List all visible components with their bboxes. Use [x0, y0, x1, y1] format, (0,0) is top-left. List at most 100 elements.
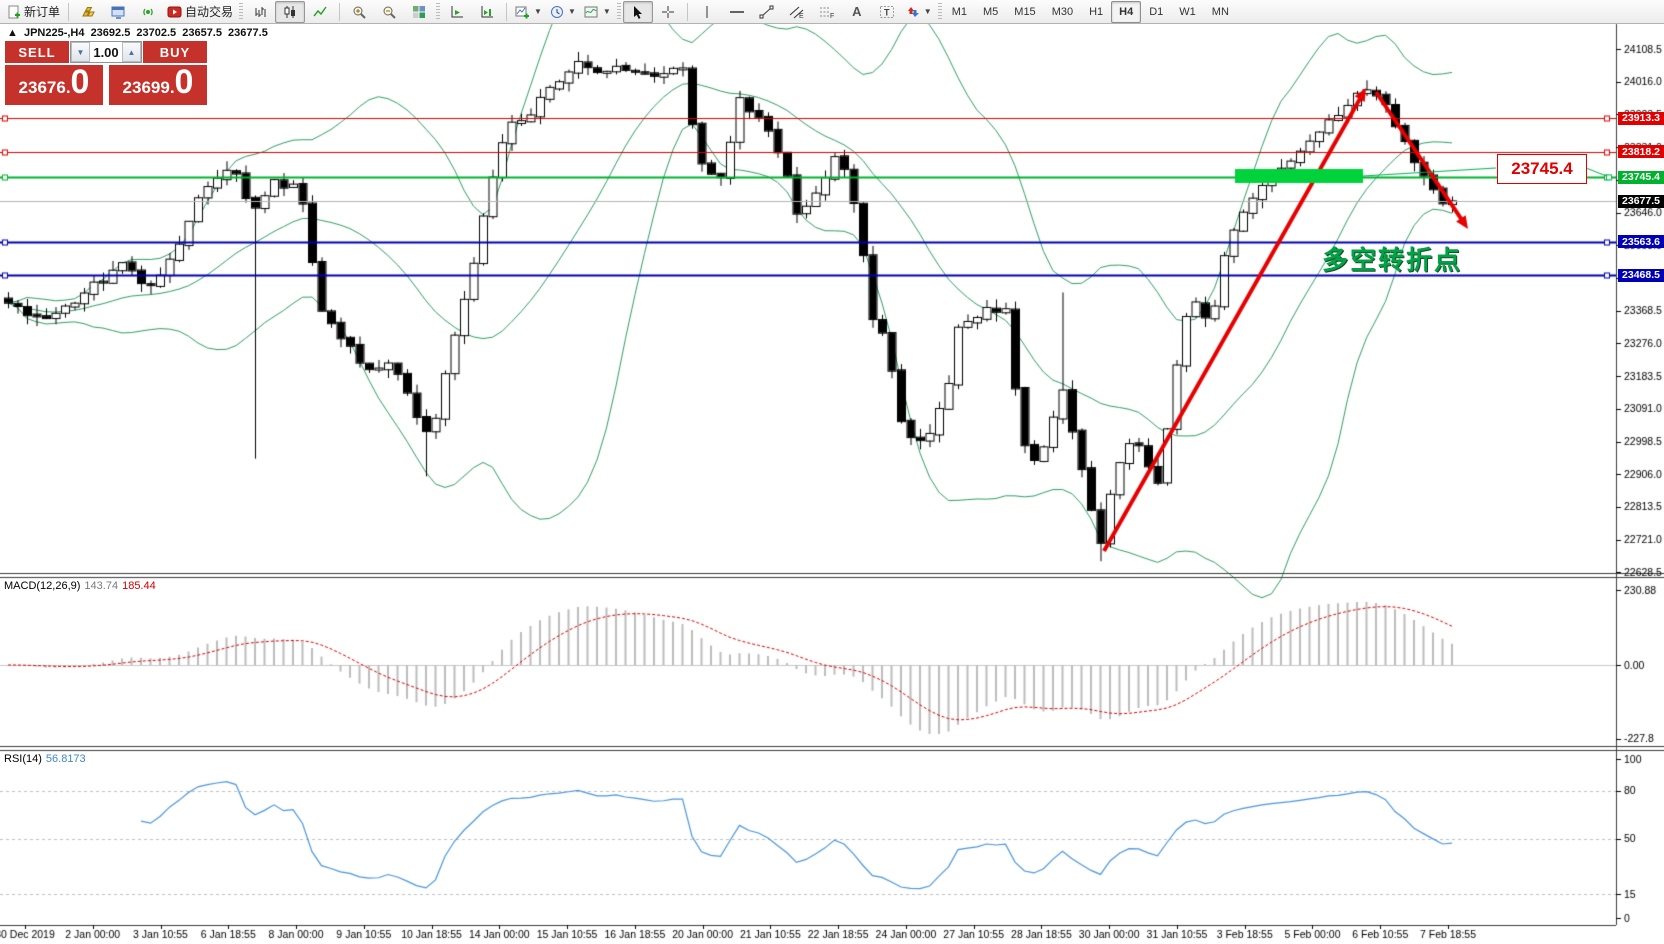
macd-value: 143.74	[84, 580, 119, 592]
timeframe-button-M1[interactable]: M1	[951, 5, 967, 18]
volume-decrease-button[interactable]: ▼	[71, 42, 90, 62]
buy-price[interactable]: 23699. 0	[109, 65, 207, 105]
sell-price-dot: .	[65, 78, 71, 97]
channel-tool-button[interactable]: E	[782, 1, 812, 23]
chart-shift-icon	[451, 5, 464, 17]
timeframe-button-W1[interactable]: W1	[1179, 5, 1196, 18]
text-label-tool-button[interactable]: T	[872, 1, 902, 23]
signal-icon	[142, 8, 153, 15]
bar-chart-button[interactable]	[245, 1, 275, 23]
buy-price-dot: .	[169, 78, 175, 97]
zoom-in-icon	[353, 6, 366, 19]
history-center-button[interactable]	[73, 1, 103, 23]
market-watch-button[interactable]	[103, 1, 133, 23]
sell-button[interactable]: SELL	[5, 41, 69, 63]
macd-label: MACD(12,26,9) 143.74 185.44	[4, 580, 156, 592]
level-price-badge: 23468.5	[1618, 268, 1664, 282]
candle-chart-button[interactable]	[275, 0, 306, 23]
annotation-text[interactable]: 多空转折点	[1322, 245, 1463, 275]
text-a-icon: A	[852, 4, 862, 19]
vertical-line-icon	[706, 5, 708, 18]
template-icon	[584, 6, 598, 17]
level-price-badge: 23818.2	[1618, 145, 1664, 159]
text-label-icon: T	[879, 5, 894, 18]
current-price-badge: 23677.5	[1618, 194, 1664, 208]
svg-text:E: E	[799, 13, 804, 19]
timeframe-button-D1[interactable]: D1	[1149, 5, 1164, 18]
new-order-button[interactable]: 新订单	[3, 1, 64, 23]
tile-windows-button[interactable]	[404, 1, 434, 23]
toolbar: 新订单 自动交易	[0, 0, 1664, 24]
timeframe-button-H1[interactable]: H1	[1089, 5, 1104, 18]
timeframe-button-M5[interactable]: M5	[983, 5, 999, 18]
sell-price-decimal: 0	[70, 63, 90, 101]
autotrade-label: 自动交易	[185, 5, 234, 19]
volume-value[interactable]: 1.00	[93, 44, 119, 60]
chevron-down-icon: ▼	[602, 7, 611, 16]
rsi-value: 56.8173	[45, 753, 86, 765]
periods-dropdown[interactable]: ▼	[546, 1, 580, 23]
cursor-icon	[634, 5, 643, 19]
trendline-icon	[759, 5, 774, 18]
chevron-down-icon: ▼	[923, 7, 932, 16]
timeframe-bar: M1 M5 M15 M30 H1 H4 D1 W1 MN	[944, 0, 1237, 23]
collapse-marker-icon[interactable]: ▲	[7, 27, 18, 39]
gold-bars-icon	[81, 6, 95, 16]
zoom-out-icon	[383, 6, 396, 19]
chart-shift-button[interactable]	[442, 1, 472, 23]
ohlc-open: 23692.5	[90, 27, 131, 39]
timeframe-button-MN[interactable]: MN	[1211, 5, 1229, 18]
ohlc-high: 23702.5	[136, 27, 177, 39]
buy-button[interactable]: BUY	[143, 41, 207, 63]
new-chart-dropdown[interactable]: ▼	[511, 1, 546, 23]
arrows-icon	[907, 6, 919, 17]
sell-price-main: 23676	[18, 78, 66, 97]
volume-increase-button[interactable]: ▲	[122, 42, 141, 62]
symbol-period-label: JPN225-,H4	[23, 27, 85, 39]
price-callout-box[interactable]: 23745.4	[1497, 154, 1587, 184]
fibonacci-tool-button[interactable]: F	[812, 1, 842, 23]
candlestick-chart-icon	[284, 5, 296, 18]
chevron-down-icon: ▼	[567, 7, 576, 16]
equidistant-channel-icon: E	[789, 6, 804, 19]
templates-dropdown[interactable]: ▼	[580, 1, 615, 23]
timeframe-button-M15[interactable]: M15	[1014, 5, 1036, 18]
timeframe-button-M30[interactable]: M30	[1051, 5, 1074, 18]
autotrade-icon	[167, 6, 182, 17]
fibonacci-icon: F	[819, 7, 834, 19]
autotrade-button[interactable]: 自动交易	[163, 1, 237, 23]
svg-text:T: T	[884, 7, 890, 17]
buy-price-main: 23699	[122, 78, 170, 97]
crosshair-tool-button[interactable]	[653, 1, 683, 23]
new-chart-icon	[515, 6, 530, 18]
hline-tool-button[interactable]	[722, 1, 752, 23]
signals-button[interactable]	[133, 1, 163, 23]
text-tool-button[interactable]: A	[842, 1, 872, 23]
zoom-in-button[interactable]	[344, 1, 374, 23]
crosshair-icon	[661, 5, 674, 18]
bar-chart-icon	[255, 6, 266, 17]
level-price-badge: 23913.3	[1618, 111, 1664, 125]
line-chart-icon	[313, 6, 327, 16]
volume-stepper: ▼ 1.00 ▲	[70, 41, 142, 63]
vline-tool-button[interactable]	[692, 1, 722, 23]
macd-name: MACD(12,26,9)	[4, 580, 81, 592]
new-order-label: 新订单	[24, 5, 61, 19]
cursor-tool-button[interactable]	[622, 0, 653, 23]
chart-window-icon	[111, 6, 125, 19]
trendline-tool-button[interactable]	[752, 1, 782, 23]
auto-scroll-button[interactable]	[472, 1, 502, 23]
clock-icon	[550, 5, 563, 18]
zoom-out-button[interactable]	[374, 1, 404, 23]
macd-signal-value: 185.44	[122, 580, 156, 592]
auto-scroll-icon	[481, 5, 494, 17]
arrows-tool-dropdown[interactable]: ▼	[902, 1, 936, 23]
line-chart-button[interactable]	[305, 1, 335, 23]
sell-price[interactable]: 23676. 0	[5, 65, 103, 105]
new-order-icon	[8, 5, 20, 18]
timeframe-button-H4[interactable]: H4	[1111, 0, 1142, 23]
rsi-name: RSI(14)	[4, 753, 42, 765]
svg-text:F: F	[830, 13, 834, 19]
